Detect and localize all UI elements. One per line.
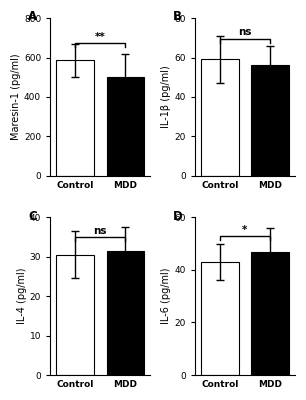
Y-axis label: IL-1β (pg/ml): IL-1β (pg/ml)	[162, 66, 171, 128]
Text: B: B	[173, 10, 182, 23]
Y-axis label: IL-6 (pg/ml): IL-6 (pg/ml)	[162, 268, 171, 324]
Text: C: C	[28, 210, 37, 222]
Text: **: **	[95, 32, 106, 42]
Bar	[201, 262, 239, 375]
Text: A: A	[28, 10, 37, 23]
Y-axis label: IL-4 (pg/ml): IL-4 (pg/ml)	[17, 268, 27, 324]
Bar	[56, 255, 94, 375]
Bar	[251, 252, 289, 375]
Bar	[106, 77, 144, 176]
Text: *: *	[242, 225, 248, 235]
Text: ns: ns	[238, 27, 252, 37]
Text: D: D	[173, 210, 182, 222]
Bar	[56, 60, 94, 176]
Y-axis label: Maresin-1 (pg/ml): Maresin-1 (pg/ml)	[11, 54, 21, 140]
Text: ns: ns	[94, 226, 107, 236]
Bar	[251, 65, 289, 176]
Bar	[106, 251, 144, 375]
Bar	[201, 60, 239, 176]
